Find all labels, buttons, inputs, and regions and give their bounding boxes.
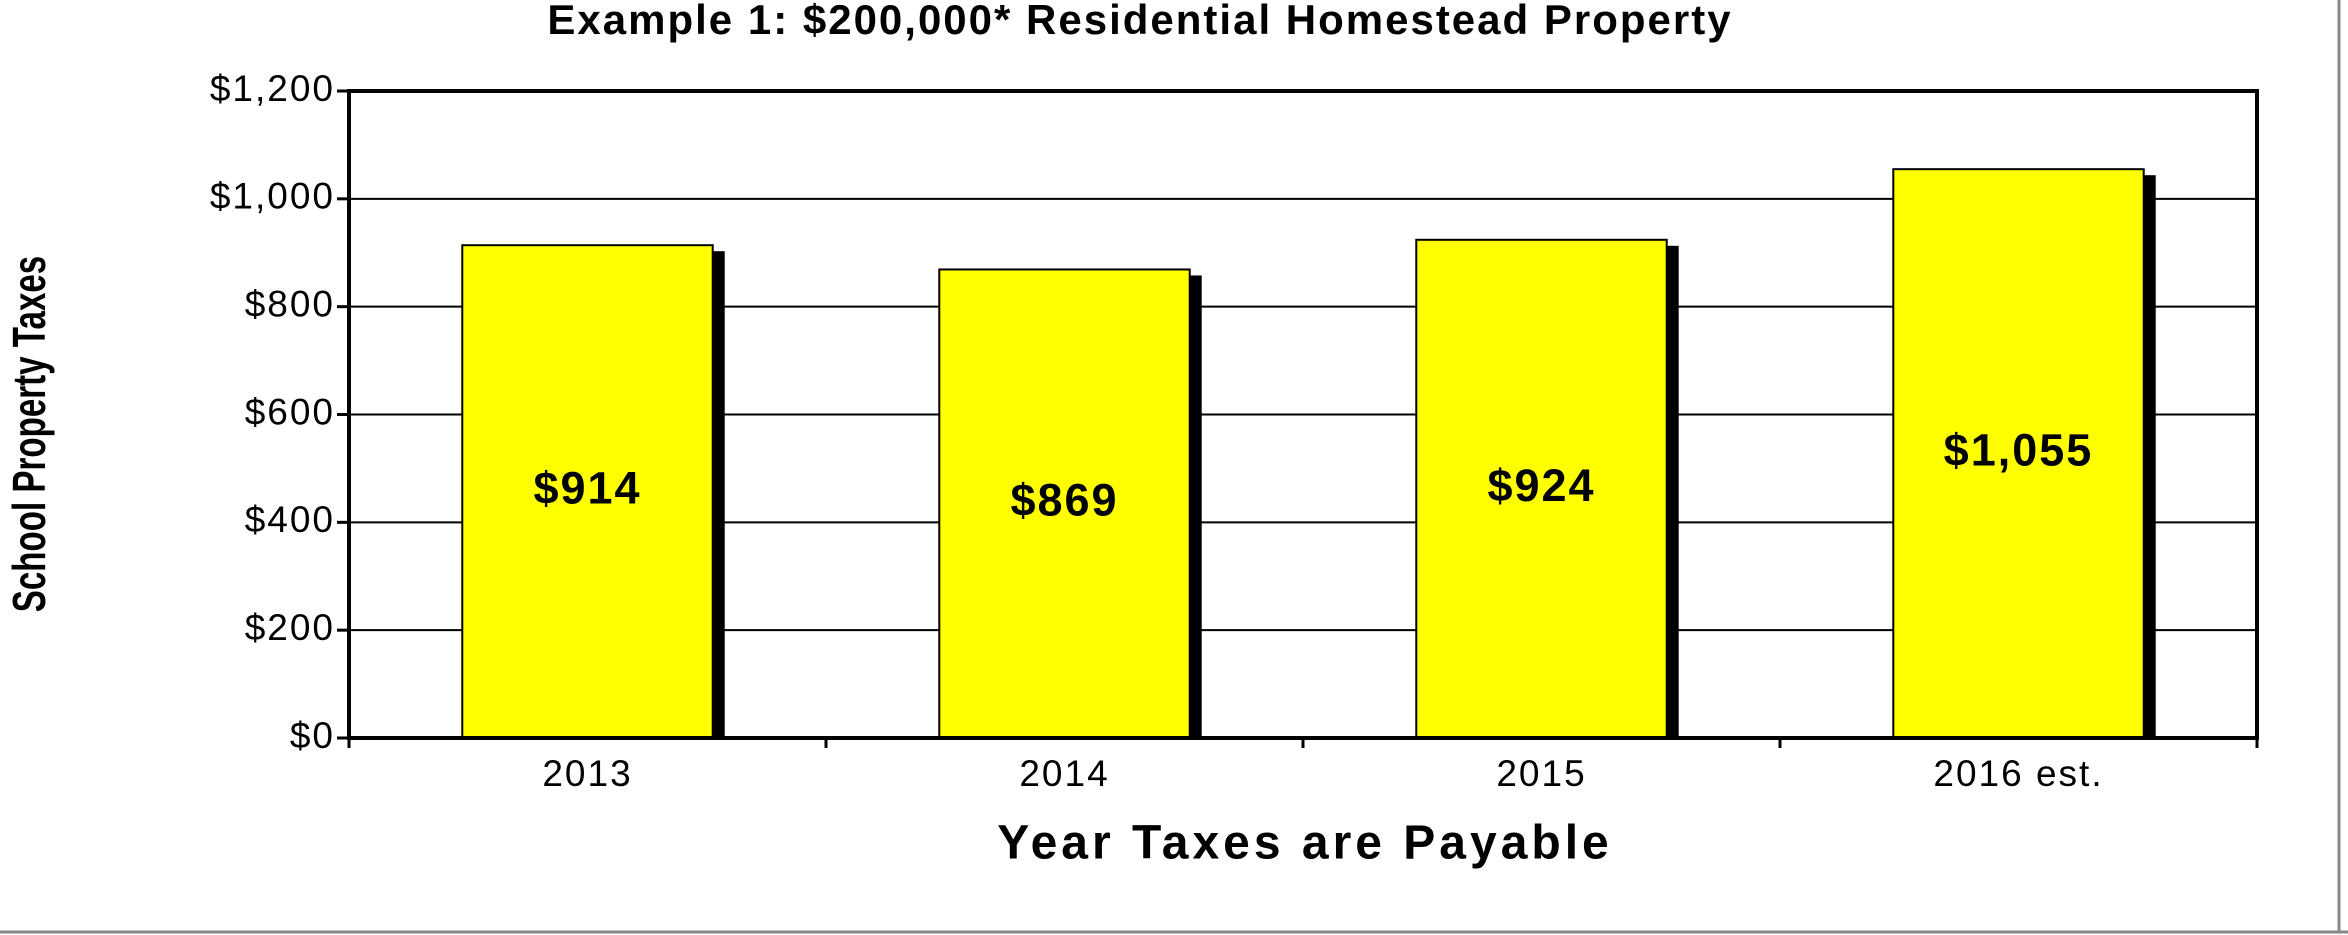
bar xyxy=(1892,168,2145,740)
bar xyxy=(461,244,714,739)
y-tick-label: $200 xyxy=(245,607,335,648)
y-tick-label: $1,200 xyxy=(210,68,335,109)
plot-frame xyxy=(347,89,2259,740)
y-tick-label: $600 xyxy=(245,391,335,432)
y-tick-label: $800 xyxy=(245,283,335,324)
x-tick-label: 2016 est. xyxy=(1933,753,2103,794)
bars: $914 $869 $924 $1,055 xyxy=(461,168,2156,740)
x-axis-title: Year Taxes are Payable xyxy=(997,817,1613,870)
x-tick-label: 2015 xyxy=(1496,753,1586,794)
data-label: $914 xyxy=(533,462,641,513)
data-label: $1,055 xyxy=(1944,424,2094,475)
bar xyxy=(938,268,1191,739)
y-tick-label: $400 xyxy=(245,499,335,540)
x-tick-label: 2013 xyxy=(542,753,632,794)
y-tick-label: $1,000 xyxy=(210,176,335,217)
x-tick-label: 2014 xyxy=(1019,753,1109,794)
data-label: $924 xyxy=(1487,460,1595,511)
axes: $0 $200 $400 $600 $800 $1,000 $1,200 2013 2014 20… xyxy=(210,68,2259,794)
bar xyxy=(1415,238,1668,739)
data-label: $869 xyxy=(1010,475,1118,526)
y-tick-label: $0 xyxy=(290,715,335,756)
y-axis-title: School Property Taxes xyxy=(5,256,55,612)
chart-title: Example 1: $200,000* Residential Homeste… xyxy=(547,0,1732,43)
